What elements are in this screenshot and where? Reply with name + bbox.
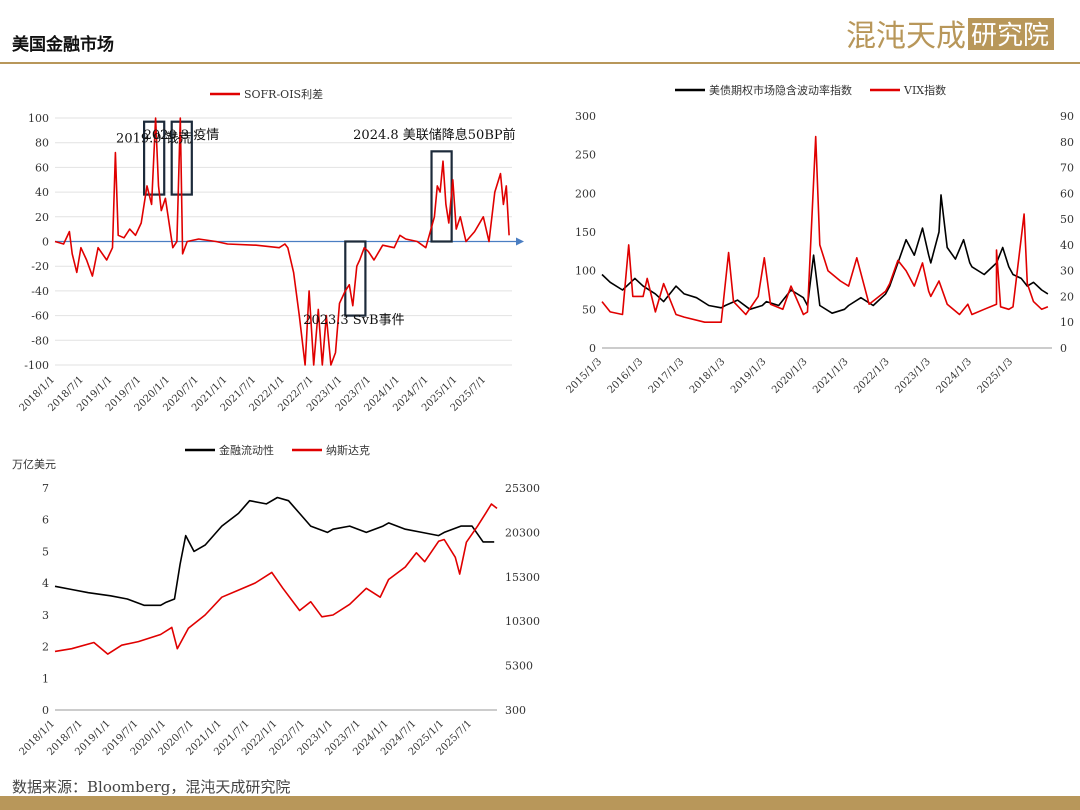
y2-tick-label: 70 <box>1060 162 1074 175</box>
logo-box-text: 研究院 <box>971 21 1049 51</box>
y-tick-label: 5 <box>42 545 49 558</box>
x-tick-label: 2019/1/3 <box>729 356 769 396</box>
x-tick-label: 2015/1/3 <box>565 356 605 396</box>
y2-tick-label: 80 <box>1060 136 1074 149</box>
bottom-bar <box>0 796 1080 810</box>
source-note: 数据来源：Bloomberg，混沌天成研究院 <box>12 778 291 796</box>
series-line <box>54 503 498 655</box>
legend-label: SOFR-OIS利差 <box>244 87 323 101</box>
y-tick-label: 250 <box>575 149 596 162</box>
y2-tick-label: 5300 <box>505 660 533 673</box>
y2-tick-label: 60 <box>1060 187 1074 200</box>
y-tick-label: 0 <box>42 236 49 249</box>
y-tick-label: -100 <box>24 359 49 372</box>
event-box <box>430 150 453 243</box>
series-line <box>54 117 510 366</box>
legend-label: VIX指数 <box>903 83 946 97</box>
y-tick-label: -20 <box>31 260 49 273</box>
y-axis-label: 万亿美元 <box>12 458 56 471</box>
legend-label: 纳斯达克 <box>326 444 370 457</box>
y-tick-label: 50 <box>582 303 596 316</box>
top-divider <box>0 62 1080 64</box>
annotation-label: 2023.3 SvB事件 <box>303 313 404 328</box>
liquidity-nasdaq-chart: 012345673005300103001530020300253002018/… <box>12 443 540 758</box>
x-tick-label: 2021/1/3 <box>811 356 851 396</box>
x-tick-label: 2022/1/3 <box>852 356 892 396</box>
y-tick-label: 7 <box>42 482 49 495</box>
x-tick-label: 2018/1/3 <box>688 356 728 396</box>
series-line <box>54 496 495 607</box>
y2-tick-label: 90 <box>1060 110 1074 123</box>
y2-tick-label: 40 <box>1060 239 1074 252</box>
y-tick-label: 200 <box>575 187 596 200</box>
legend-label: 美债期权市场隐含波动率指数 <box>709 83 852 97</box>
legend-label: 金融流动性 <box>219 443 274 457</box>
series-line <box>601 194 1049 314</box>
y-tick-label: 2 <box>42 641 49 654</box>
y-tick-label: -80 <box>31 334 49 347</box>
y2-tick-label: 50 <box>1060 213 1074 226</box>
logo-text: 混沌天成 <box>846 19 966 54</box>
y-tick-label: -40 <box>31 285 49 298</box>
logo-box <box>968 18 1054 50</box>
y-tick-label: 40 <box>35 186 49 199</box>
y-tick-label: 20 <box>35 211 49 224</box>
x-tick-label: 2017/1/3 <box>647 356 687 396</box>
y2-tick-label: 300 <box>505 704 526 717</box>
y-tick-label: 6 <box>42 514 49 527</box>
page-title: 美国金融市场 <box>12 35 114 55</box>
y-tick-label: 1 <box>42 672 49 685</box>
y-tick-label: 0 <box>589 342 596 355</box>
y2-tick-label: 25300 <box>505 482 540 495</box>
event-box <box>143 120 166 196</box>
event-box <box>344 240 367 317</box>
y2-tick-label: 10300 <box>505 615 540 628</box>
annotation-label: 2024.8 美联储降息50BP前 <box>353 127 515 143</box>
x-tick-label: 2023/1/3 <box>893 356 933 396</box>
series-line <box>601 135 1049 323</box>
x-tick-label: 2024/1/3 <box>934 356 974 396</box>
y-tick-label: 150 <box>575 226 596 239</box>
y-tick-label: 4 <box>42 577 49 590</box>
x-tick-label: 2016/1/3 <box>606 356 646 396</box>
volatility-chart: 0 50 100 150 200 250 300 0 10 20 30 40 50 60 70 80 90 201… <box>565 83 1074 396</box>
y2-tick-label: 10 <box>1060 316 1074 329</box>
y-tick-label: 60 <box>35 161 49 174</box>
y-tick-label: 100 <box>28 112 49 125</box>
annotation-label: 2020.3 疫情 <box>144 127 220 143</box>
y-tick-label: 0 <box>42 704 49 717</box>
x-tick-label: 2020/1/3 <box>770 356 810 396</box>
y-tick-label: 80 <box>35 137 49 150</box>
y-tick-label: 3 <box>42 609 49 622</box>
x-tick-label: 2025/1/3 <box>976 356 1016 396</box>
y2-tick-label: 30 <box>1060 265 1074 278</box>
y2-tick-label: 20 <box>1060 290 1074 303</box>
x-axis-arrow <box>516 237 524 246</box>
y2-tick-label: 15300 <box>505 571 540 584</box>
y-tick-label: -60 <box>31 310 49 323</box>
y2-tick-label: 0 <box>1060 342 1067 355</box>
sofr-ois-chart: -100-80-60-40-200204060801002018/1/12018… <box>18 87 524 414</box>
y-tick-label: 100 <box>575 265 596 278</box>
y-tick-label: 300 <box>575 110 596 123</box>
logo: 混沌天成 研究院 <box>846 18 1054 54</box>
annotation-label: 2019.9 钱荒 <box>116 132 192 147</box>
y2-tick-label: 20300 <box>505 526 540 539</box>
